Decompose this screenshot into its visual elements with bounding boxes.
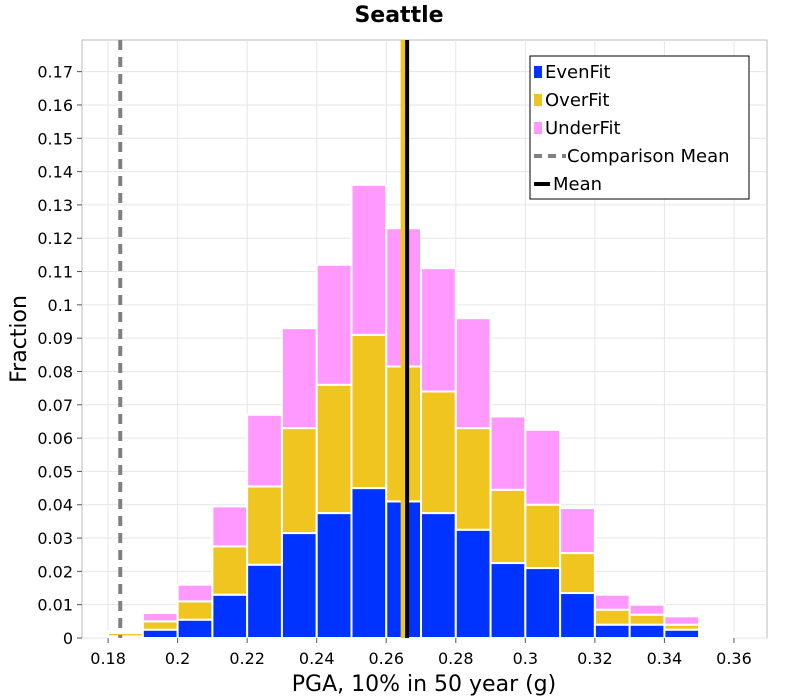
bar-underfit [246,413,283,488]
bars [107,183,735,640]
x-tick-label: 0.34 [647,649,683,668]
bar-underfit [628,603,666,616]
bar-underfit [350,183,388,336]
y-axis: 0 0.01 0.02 0.03 0.04 0.05 0.06 0.07 0.08 0.09 0.1… [37,63,82,648]
y-tick-label: 0.04 [37,496,73,515]
legend-label: OverFit [545,90,609,111]
bar-evenfit [524,567,562,640]
bar-evenfit [211,593,249,639]
x-axis-label: PGA, 10% in 50 year (g) [292,672,556,697]
y-axis-label: Fraction [7,295,32,383]
y-tick-label: 0.13 [37,196,73,215]
bar-underfit [593,593,631,611]
bar-overfit [315,383,353,515]
bar-evenfit [315,512,353,639]
bar-overfit [489,488,527,565]
bar-underfit [211,505,249,548]
bar-underfit [489,415,527,491]
legend-label: UnderFit [545,118,621,139]
y-tick-label: 0.14 [37,163,73,182]
bar-evenfit [246,563,283,639]
y-tick-label: 0.09 [37,329,73,348]
x-tick-label: 0.36 [716,649,752,668]
y-tick-label: 0.03 [37,529,73,548]
bar-evenfit [663,628,701,640]
y-tick-label: 0.01 [37,596,73,615]
x-tick-label: 0.32 [577,649,613,668]
y-tick-label: 0.11 [37,263,73,282]
bar-overfit [176,600,214,621]
bar-overfit [211,545,249,596]
y-tick-label: 0.02 [37,562,73,581]
legend-swatch-overfit [534,94,542,106]
bar-evenfit [176,618,214,639]
bar-underfit [107,630,144,635]
legend: EvenFit OverFit UnderFit Comparison Mean Mea… [529,55,750,200]
y-tick-label: 0.1 [48,296,73,315]
bar-evenfit [350,487,388,639]
bar-underfit [141,612,179,623]
y-tick-label: 0 [63,629,73,648]
y-tick-label: 0.12 [37,229,73,248]
bar-evenfit [489,562,527,640]
reference-lines [118,40,410,638]
bar-overfit [246,485,283,566]
x-tick-label: 0.2 [165,649,190,668]
bar-overfit [420,390,457,515]
y-tick-label: 0.15 [37,129,73,148]
x-tick-label: 0.3 [513,649,538,668]
bar-overfit [593,608,631,626]
bar-underfit [280,327,318,430]
x-tick-label: 0.22 [229,649,265,668]
bar-underfit [420,267,457,393]
legend-label: Mean [553,174,602,195]
bar-evenfit [141,628,179,640]
bar-overfit [454,427,492,531]
y-tick-label: 0.17 [37,63,73,82]
bar-evenfit [628,623,666,639]
bar-overfit [524,503,562,570]
bar-overfit [280,427,318,535]
y-tick-label: 0.06 [37,429,73,448]
bar-underfit [559,507,596,555]
x-tick-label: 0.26 [368,649,404,668]
bar-underfit [698,632,735,636]
bar-underfit [524,428,562,506]
bar-overfit [141,620,179,631]
x-tick-label: 0.28 [438,649,474,668]
x-tick-label: 0.24 [299,649,335,668]
y-tick-label: 0.16 [37,96,73,115]
bar-evenfit [559,592,596,640]
bar-evenfit [280,532,318,639]
y-tick-label: 0.07 [37,396,73,415]
legend-swatch-underfit [534,122,542,134]
chart-title: Seattle [354,3,443,28]
bar-underfit [176,583,214,603]
bar-underfit [454,317,492,430]
y-tick-label: 0.08 [37,362,73,381]
legend-label: Comparison Mean [567,146,730,167]
bar-evenfit [454,528,492,639]
x-tick-label: 0.18 [90,649,126,668]
bar-overfit [628,613,666,626]
legend-box [529,55,750,200]
bar-underfit [663,615,701,626]
bar-evenfit [593,623,631,639]
x-axis: 0.18 0.2 0.22 0.24 0.26 0.28 0.3 0.32 0.34 0.36 [90,638,752,668]
bar-overfit [559,552,596,595]
y-tick-label: 0.05 [37,462,73,481]
bar-underfit [315,263,353,386]
legend-swatch-evenfit [534,66,542,78]
bar-evenfit [420,512,457,639]
bar-overfit [350,333,388,490]
legend-label: EvenFit [545,62,611,83]
